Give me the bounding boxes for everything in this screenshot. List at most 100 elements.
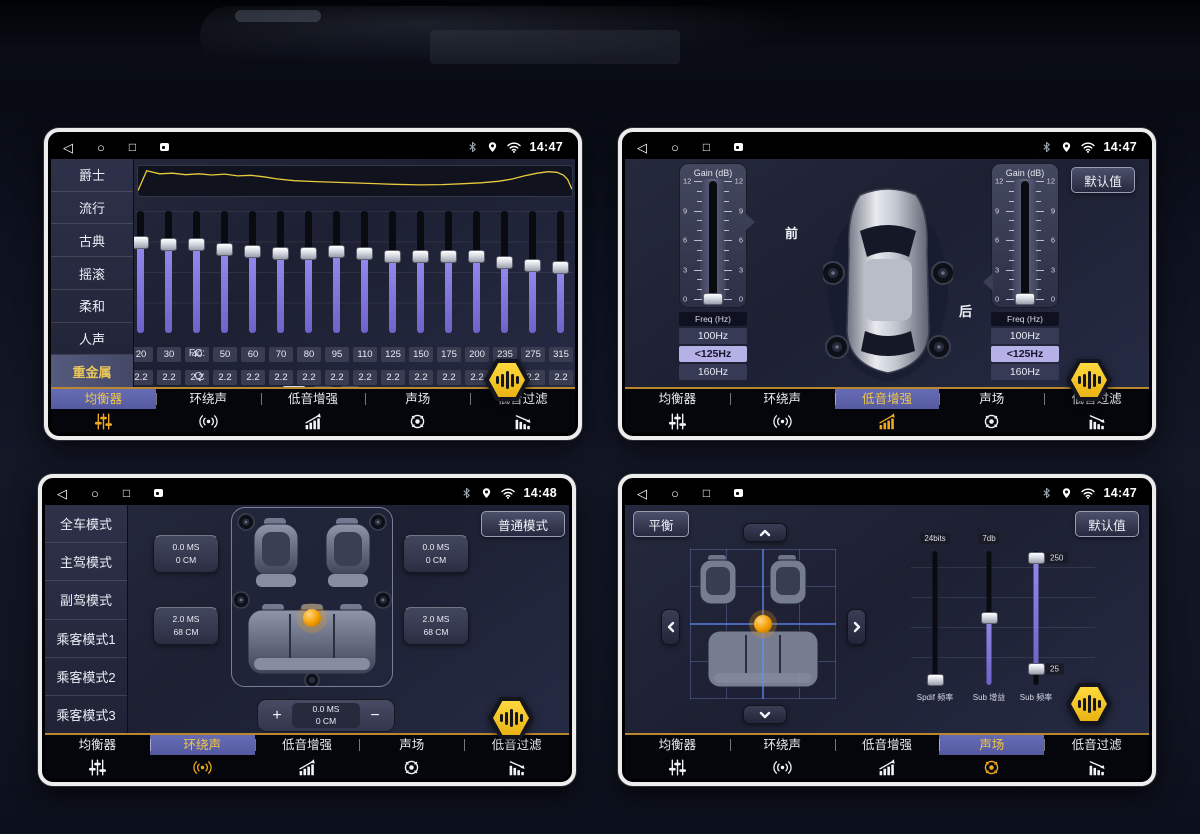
seat-mode-item-5[interactable]: 乘客模式3 (56, 707, 116, 723)
q-value[interactable]: 2.2 (353, 370, 377, 385)
tab-bass-boost[interactable]: 低音增强 (260, 389, 366, 433)
q-value[interactable]: 2.2 (213, 370, 237, 385)
eq-band-110hz[interactable] (353, 211, 377, 333)
balance-down-button[interactable] (743, 705, 787, 724)
sound-effect-button[interactable] (1066, 683, 1112, 725)
tab-surround[interactable]: 环绕声 (149, 735, 255, 779)
eq-band-125hz[interactable] (381, 211, 405, 333)
slider-knob[interactable] (926, 673, 944, 686)
eq-slider-knob[interactable] (160, 238, 177, 251)
eq-band-150hz[interactable] (409, 211, 433, 333)
tab-bass-boost[interactable]: 低音增强 (834, 735, 940, 779)
delay-front-left-button[interactable]: 0.0 MS 0 CM (153, 535, 219, 573)
freq-option-front[interactable]: 160Hz (679, 364, 747, 380)
recent-icon[interactable]: □ (128, 140, 137, 154)
sound-effect-button[interactable] (1066, 359, 1112, 401)
fc-value[interactable]: 200 (465, 347, 489, 362)
home-icon[interactable]: ○ (91, 485, 99, 501)
sub-freq-slider[interactable]: 250 25 Sub 频率 (1013, 533, 1069, 725)
seat-mode-item-0[interactable]: 全车模式 (45, 505, 127, 544)
fc-value[interactable]: 125 (381, 347, 405, 362)
eq-slider-knob[interactable] (552, 261, 569, 274)
q-value[interactable]: 2.2 (325, 370, 349, 385)
back-icon[interactable]: ◁ (63, 139, 73, 155)
eq-preset-item-2[interactable]: 古典 (51, 224, 133, 258)
fc-value[interactable]: 95 (325, 347, 349, 362)
eq-band-50hz[interactable] (213, 211, 237, 333)
fc-value[interactable]: 275 (521, 347, 545, 362)
delay-front-right-button[interactable]: 0.0 MS 0 CM (403, 535, 469, 573)
eq-band-235hz[interactable] (493, 211, 517, 333)
q-value[interactable]: 2.2 (409, 370, 433, 385)
q-value[interactable]: 2.2 (185, 370, 209, 385)
range-top-knob[interactable] (1027, 551, 1045, 564)
fc-value[interactable]: 235 (493, 347, 517, 362)
eq-band-80hz[interactable] (297, 211, 321, 333)
fc-value[interactable]: 175 (437, 347, 461, 362)
eq-preset-item-4[interactable]: 柔和 (51, 290, 133, 323)
q-value[interactable]: 2.2 (241, 370, 265, 385)
fc-value[interactable]: 70 (269, 347, 293, 362)
freq-option-rear[interactable]: 160Hz (991, 364, 1059, 380)
back-icon[interactable]: ◁ (637, 485, 647, 501)
tab-surround[interactable]: 环绕声 (155, 389, 261, 433)
eq-band-40hz[interactable] (185, 211, 209, 333)
tab-sound-field[interactable]: 声场 (939, 389, 1044, 433)
home-icon[interactable]: ○ (671, 139, 679, 155)
q-value[interactable]: 2.2 (157, 370, 181, 385)
eq-slider-knob[interactable] (300, 247, 317, 260)
tab-bass-filter[interactable]: 低音过滤 (464, 735, 569, 779)
eq-slider-knob[interactable] (328, 245, 345, 258)
eq-slider-knob[interactable] (384, 250, 401, 263)
eq-band-200hz[interactable] (465, 211, 489, 333)
q-value[interactable]: 2.2 (129, 370, 153, 385)
seat-mode-item-2[interactable]: 副驾模式 (45, 581, 127, 620)
back-icon[interactable]: ◁ (637, 139, 647, 155)
screenshot-icon[interactable] (734, 143, 744, 151)
back-icon[interactable]: ◁ (57, 485, 67, 501)
eq-preset-item-1[interactable]: 流行 (51, 192, 133, 225)
fc-value[interactable]: 60 (241, 347, 265, 362)
slider-knob[interactable] (980, 612, 998, 624)
balance-up-button[interactable] (743, 523, 787, 542)
gain-slider-knob[interactable] (703, 293, 723, 305)
eq-slider-knob[interactable] (244, 245, 261, 258)
eq-slider-knob[interactable] (272, 247, 289, 260)
fc-value[interactable]: 150 (409, 347, 433, 362)
fc-value[interactable]: 50 (213, 347, 237, 362)
q-value[interactable]: 2.2 (465, 370, 489, 385)
recent-icon[interactable]: □ (702, 140, 711, 154)
tab-sound-field[interactable]: 声场 (939, 735, 1045, 779)
home-icon[interactable]: ○ (97, 139, 105, 155)
eq-slider-knob[interactable] (356, 247, 373, 260)
screenshot-icon[interactable] (154, 489, 164, 497)
eq-band-20hz[interactable] (129, 211, 153, 333)
tab-bass-filter[interactable]: 低音过滤 (1044, 735, 1149, 779)
q-value[interactable]: 2.2 (297, 370, 321, 385)
screenshot-icon[interactable] (734, 489, 744, 497)
minus-button[interactable]: − (370, 706, 380, 724)
fc-value[interactable]: 315 (549, 347, 573, 362)
tab-sound-field[interactable]: 声场 (359, 735, 464, 779)
eq-preset-item-3[interactable]: 摇滚 (51, 257, 133, 290)
q-value[interactable]: 2.2 (549, 370, 573, 385)
gain-slider[interactable]: 12 12 9 9 6 6 3 3 0 0 (995, 176, 1055, 305)
fc-value[interactable]: 30 (157, 347, 181, 362)
tab-bass-boost[interactable]: 低音增强 (834, 389, 940, 433)
eq-preset-item-5[interactable]: 人声 (51, 323, 133, 356)
freq-option-rear[interactable]: 100Hz (991, 328, 1059, 344)
sub-gain-slider[interactable]: 7db Sub 增益 (966, 533, 1012, 725)
tab-equalizer[interactable]: 均衡器 (625, 389, 730, 433)
freq-option-rear[interactable]: <125Hz (991, 346, 1059, 362)
eq-slider-knob[interactable] (412, 250, 429, 263)
balance-button[interactable]: 平衡 (633, 511, 689, 537)
tab-surround[interactable]: 环绕声 (729, 735, 835, 779)
eq-preset-item-6[interactable]: 重金属 (51, 355, 133, 388)
range-bottom-knob[interactable] (1027, 662, 1045, 675)
q-value[interactable]: 2.2 (269, 370, 293, 385)
screenshot-icon[interactable] (160, 143, 170, 151)
eq-slider-knob[interactable] (468, 250, 485, 263)
recent-icon[interactable]: □ (122, 486, 131, 500)
balance-right-button[interactable] (847, 609, 866, 645)
q-value[interactable]: 2.2 (437, 370, 461, 385)
